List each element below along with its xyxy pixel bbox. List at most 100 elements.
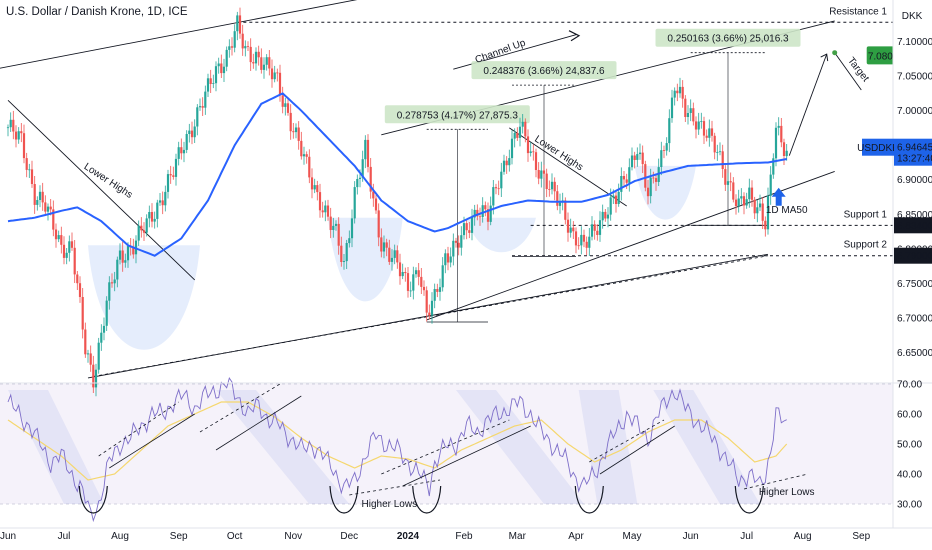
symbol-tag-box — [862, 138, 894, 156]
candle-body — [604, 211, 607, 219]
candle-body — [750, 187, 754, 200]
time-tick-label: Jul — [740, 531, 753, 542]
candle-body — [148, 212, 151, 219]
chart-title: U.S. Dollar / Danish Krone, 1D, ICE — [6, 6, 188, 18]
candle-body — [286, 103, 290, 113]
candle-body — [318, 192, 322, 211]
candle-body — [620, 176, 623, 192]
candle-body — [334, 223, 338, 226]
candle-body — [401, 272, 404, 277]
time-tick-label: Apr — [568, 531, 584, 542]
candle-body — [142, 230, 146, 233]
rsi-cup-5 — [734, 485, 764, 514]
candle-body — [425, 290, 428, 313]
candle-body — [681, 86, 684, 99]
candle-body — [228, 46, 231, 50]
time-tick-label: Nov — [284, 531, 302, 542]
candle-body — [500, 171, 503, 189]
candle-body — [118, 250, 122, 260]
time-tick-label: Feb — [455, 531, 473, 542]
candle-body — [238, 15, 242, 34]
time-tick-label: Jun — [0, 531, 16, 542]
candle-body — [732, 182, 735, 200]
candle-body — [369, 166, 372, 192]
target-point — [832, 50, 838, 56]
candle-body — [102, 325, 106, 333]
rsi-channel-3b — [402, 425, 531, 487]
candle-body — [273, 72, 276, 80]
candle-body — [729, 181, 732, 183]
price-tick-label: 7.000000 — [897, 106, 932, 117]
rsi-shade-1 — [8, 390, 104, 504]
candle-body — [612, 195, 615, 198]
candle-body — [622, 176, 626, 180]
candle-body — [636, 154, 639, 160]
last-price-box — [894, 138, 932, 166]
candle-body — [345, 243, 348, 262]
candle-body — [308, 156, 311, 178]
candle-body — [764, 220, 767, 230]
candle-body — [713, 135, 716, 153]
price-tick-label: 6.750000 — [897, 279, 932, 290]
candle-body — [68, 241, 71, 253]
candle-body — [329, 216, 332, 230]
candle-body — [697, 121, 700, 130]
candle-body — [654, 178, 658, 182]
candle-body — [89, 353, 92, 365]
candle-body — [241, 33, 244, 49]
candle-body — [220, 63, 223, 74]
candle-body — [646, 187, 650, 197]
candle-body — [49, 206, 52, 210]
candle-body — [38, 191, 42, 200]
candle-body — [313, 185, 316, 190]
candle-body — [748, 187, 751, 200]
candle-body — [548, 189, 551, 190]
candle-body — [385, 242, 388, 248]
candle-body — [569, 227, 572, 233]
higher-lows-label-2: Higher Lows — [759, 487, 815, 498]
candle-body — [100, 332, 103, 343]
projection-arrowhead — [820, 53, 829, 62]
candle-body — [742, 196, 746, 206]
candle-body — [417, 270, 420, 277]
candle-body — [249, 46, 252, 63]
candle-body — [580, 234, 583, 246]
candle-body — [137, 225, 140, 241]
support-2-price-tag: 6.790000 — [897, 251, 932, 262]
candle-body — [766, 195, 770, 230]
candle-body — [473, 209, 476, 218]
candle-body — [585, 241, 588, 248]
candle-body — [292, 131, 295, 133]
last-price-label: 6.946450 — [897, 143, 932, 154]
candle-body — [209, 78, 212, 84]
candle-body — [233, 31, 236, 48]
candle-body — [252, 62, 255, 64]
candle-body — [537, 170, 540, 179]
rsi-tick-label: 30.00 — [897, 500, 922, 511]
candle-body — [206, 78, 210, 92]
candle-body — [262, 64, 266, 70]
candle-body — [550, 181, 554, 190]
candle-body — [348, 238, 351, 244]
candle-body — [150, 212, 154, 222]
candle-body — [780, 125, 783, 143]
candle-body — [505, 160, 508, 166]
ma50-label: 1D MA50 — [766, 205, 808, 216]
candle-body — [412, 274, 415, 291]
candle-body — [438, 287, 442, 292]
candle-body — [726, 181, 730, 185]
candle-body — [665, 143, 668, 151]
rsi-channel-3a — [381, 419, 510, 475]
rsi-cup-1 — [78, 485, 108, 514]
candle-body — [86, 353, 90, 355]
candle-body — [692, 108, 695, 122]
candle-body — [689, 108, 692, 113]
price-tick-label: 6.900000 — [897, 175, 932, 186]
candle-body — [468, 230, 471, 233]
time-tick-label: Aug — [111, 531, 129, 542]
candle-body — [22, 133, 26, 159]
candle-body — [540, 170, 543, 179]
candle-body — [486, 209, 490, 222]
rsi-cup-2 — [329, 485, 359, 514]
